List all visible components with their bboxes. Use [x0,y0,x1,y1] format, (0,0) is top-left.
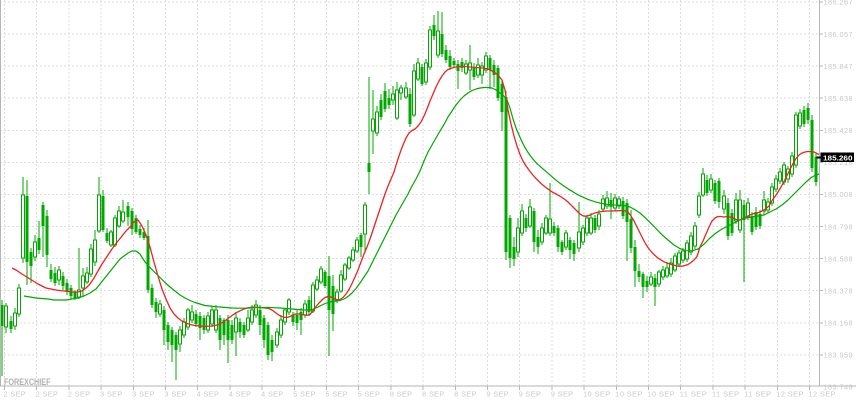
svg-text:183.959: 183.959 [824,351,854,360]
svg-text:184.588: 184.588 [824,254,854,263]
svg-text:3 SEP: 3 SEP [100,390,123,399]
svg-text:184.378: 184.378 [824,286,854,295]
svg-text:3 SEP: 3 SEP [132,390,155,399]
svg-text:185.847: 185.847 [824,62,854,71]
svg-text:185.428: 185.428 [824,126,854,135]
svg-text:12 SEP: 12 SEP [809,390,837,399]
svg-text:185.218: 185.218 [824,158,854,167]
svg-text:5 SEP: 5 SEP [293,390,316,399]
svg-text:5 SEP: 5 SEP [358,390,381,399]
svg-text:2 SEP: 2 SEP [36,390,59,399]
svg-text:185.260: 185.260 [823,153,853,162]
svg-text:4 SEP: 4 SEP [229,390,252,399]
svg-text:4 SEP: 4 SEP [197,390,220,399]
svg-text:2 SEP: 2 SEP [4,390,27,399]
svg-text:184.168: 184.168 [824,319,854,328]
svg-text:3 SEP: 3 SEP [165,390,188,399]
svg-text:9 SEP: 9 SEP [519,390,542,399]
svg-text:11 SEP: 11 SEP [680,390,708,399]
svg-text:186.267: 186.267 [824,0,854,7]
svg-text:9 SEP: 9 SEP [487,390,510,399]
svg-text:183.749: 183.749 [824,383,854,392]
svg-text:8 SEP: 8 SEP [422,390,445,399]
svg-text:9 SEP: 9 SEP [551,390,574,399]
svg-text:11 SEP: 11 SEP [744,390,772,399]
svg-text:10 SEP: 10 SEP [615,390,643,399]
svg-text:5 SEP: 5 SEP [326,390,349,399]
svg-text:4 SEP: 4 SEP [261,390,284,399]
svg-text:8 SEP: 8 SEP [390,390,413,399]
svg-text:185.008: 185.008 [824,190,854,199]
svg-text:11 SEP: 11 SEP [712,390,740,399]
svg-text:12 SEP: 12 SEP [776,390,804,399]
svg-text:10 SEP: 10 SEP [648,390,676,399]
svg-text:10 SEP: 10 SEP [583,390,611,399]
svg-text:186.057: 186.057 [824,30,854,39]
svg-text:184.798: 184.798 [824,222,854,231]
svg-text:FOREXCHIEF: FOREXCHIEF [4,377,51,387]
svg-text:2 SEP: 2 SEP [68,390,91,399]
svg-text:185.638: 185.638 [824,94,854,103]
svg-text:8 SEP: 8 SEP [454,390,477,399]
